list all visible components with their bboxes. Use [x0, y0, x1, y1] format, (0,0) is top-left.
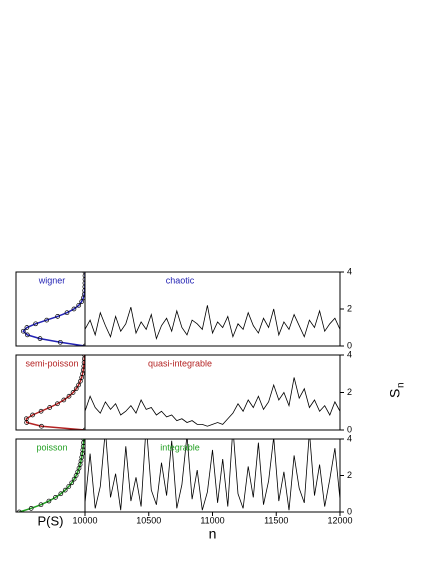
data-point: [71, 476, 77, 482]
x-axis-label: P(S): [38, 513, 64, 528]
data-point: [16, 509, 22, 512]
plot-area: [23, 355, 85, 430]
y-tick-label: 0: [347, 506, 352, 516]
x-tick-label: 11500: [264, 515, 288, 525]
data-point: [61, 397, 67, 403]
data-point: [53, 495, 58, 500]
data-point: [44, 317, 50, 323]
annotation: quasi-integrable: [148, 358, 212, 368]
panel-frame: [84, 354, 341, 431]
data-point: [71, 306, 77, 312]
data-point: [64, 310, 70, 316]
y-tick-label: 2: [347, 470, 352, 480]
y-tick-label: 4: [347, 266, 352, 276]
data-line: [25, 355, 85, 430]
annotation: integrable: [160, 442, 200, 452]
data-point: [58, 491, 64, 497]
data-point: [73, 386, 79, 392]
plot-area: [16, 439, 85, 512]
y-tick-label: 4: [347, 433, 352, 443]
x-tick-label: 10000: [72, 515, 97, 525]
data-point: [57, 339, 63, 345]
data-point: [28, 506, 34, 511]
data-point: [33, 321, 38, 327]
data-point: [76, 382, 81, 388]
plot-area: [85, 377, 340, 427]
annotation: wigner: [38, 275, 66, 285]
y-tick-label: 2: [347, 303, 352, 313]
plot-area: [85, 305, 340, 340]
annotation: semi-poisson: [25, 358, 78, 368]
y-tick-label: 0: [347, 340, 352, 350]
x-axis-label: n: [209, 526, 217, 542]
data-point: [76, 302, 82, 308]
data-point: [37, 336, 43, 341]
data-point: [39, 423, 44, 429]
data-point: [62, 487, 68, 493]
annotation: chaotic: [166, 275, 195, 285]
panel-frame: [84, 271, 341, 347]
y-axis-label: S: [387, 389, 403, 398]
data-point: [23, 416, 29, 422]
data-point: [82, 273, 85, 279]
data-point: [66, 393, 72, 399]
data-point: [25, 332, 30, 338]
y-axis-label-subscript: n: [396, 382, 407, 388]
data-point: [79, 299, 85, 304]
plot-area: [85, 439, 340, 511]
x-tick-label: 12000: [327, 515, 352, 525]
data-line: [19, 439, 85, 512]
x-tick-label: 11000: [200, 515, 224, 525]
y-tick-label: 4: [347, 349, 352, 359]
data-point: [30, 412, 35, 418]
data-point: [47, 405, 53, 410]
data-line: [85, 377, 340, 427]
data-point: [81, 439, 85, 442]
y-tick-label: 0: [347, 424, 352, 434]
data-point: [46, 498, 52, 504]
data-point: [66, 484, 72, 489]
data-point: [38, 408, 44, 414]
data-point: [20, 328, 26, 334]
data-point: [38, 502, 44, 508]
x-tick-label: 10500: [136, 515, 161, 525]
data-point: [70, 390, 76, 395]
data-line: [85, 305, 340, 340]
data-line: [85, 439, 340, 511]
y-tick-label: 2: [347, 387, 352, 397]
data-point: [55, 314, 60, 319]
data-point: [55, 401, 60, 407]
annotation: poisson: [36, 442, 67, 452]
data-point: [24, 325, 30, 330]
data-point: [82, 277, 85, 282]
data-point: [69, 480, 75, 486]
